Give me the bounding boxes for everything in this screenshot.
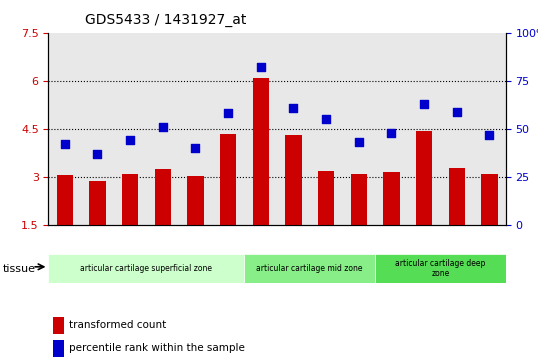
FancyBboxPatch shape — [244, 254, 375, 283]
Point — [60, 141, 69, 147]
Bar — [187, 176, 203, 273]
Text: articular cartilage mid zone: articular cartilage mid zone — [257, 264, 363, 273]
FancyBboxPatch shape — [48, 254, 244, 283]
Point — [158, 124, 167, 130]
Bar — [416, 131, 432, 273]
Point — [93, 151, 102, 157]
Bar — [318, 171, 334, 273]
Bar — [154, 169, 171, 273]
Point — [191, 145, 200, 151]
FancyBboxPatch shape — [375, 254, 506, 283]
Point — [387, 130, 395, 136]
Text: transformed count: transformed count — [69, 320, 166, 330]
Bar — [220, 134, 236, 273]
Bar — [481, 174, 498, 273]
Point — [420, 101, 428, 107]
Point — [355, 139, 363, 145]
Text: percentile rank within the sample: percentile rank within the sample — [69, 343, 245, 354]
Bar — [89, 181, 105, 273]
Bar — [449, 168, 465, 273]
Bar — [56, 175, 73, 273]
Text: articular cartilage superficial zone: articular cartilage superficial zone — [80, 264, 213, 273]
Text: tissue: tissue — [3, 264, 36, 274]
Text: articular cartilage deep
zone: articular cartilage deep zone — [395, 259, 486, 278]
Bar — [351, 174, 367, 273]
Point — [485, 132, 494, 138]
Bar — [383, 172, 400, 273]
Bar — [53, 317, 65, 334]
Point — [322, 116, 330, 122]
Bar — [122, 174, 138, 273]
Point — [452, 109, 461, 114]
Point — [224, 111, 232, 117]
Point — [289, 105, 298, 111]
Bar — [252, 78, 269, 273]
Point — [126, 138, 134, 143]
Bar — [53, 340, 65, 357]
Bar — [285, 135, 302, 273]
Text: GDS5433 / 1431927_at: GDS5433 / 1431927_at — [85, 13, 246, 28]
Point — [257, 64, 265, 70]
